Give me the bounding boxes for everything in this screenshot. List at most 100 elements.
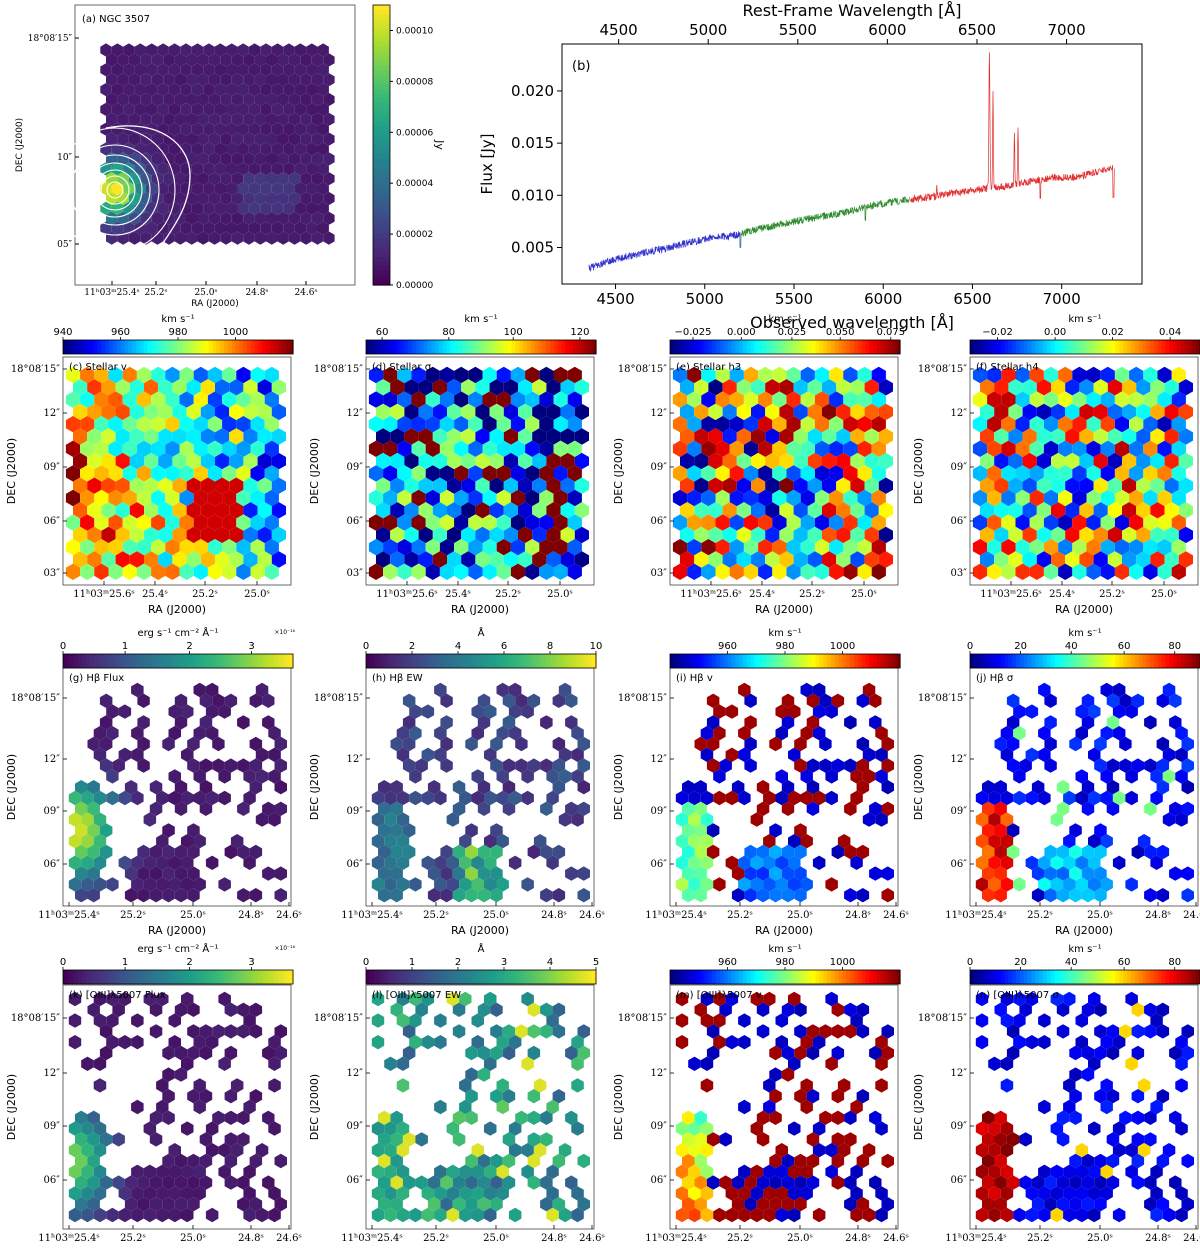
data-hexagon: [180, 43, 192, 57]
data-hexagon: [484, 1121, 497, 1136]
data-hexagon: [81, 877, 94, 892]
x-tick-label: 11ʰ03ᵐ25.4ˢ: [945, 1233, 1007, 1244]
data-hexagon: [454, 539, 469, 556]
colorbar-segment: [1150, 654, 1155, 668]
colorbar-segment: [993, 970, 998, 984]
data-hexagon: [878, 379, 893, 396]
data-hexagon: [525, 416, 540, 433]
data-hexagon: [1069, 1175, 1082, 1190]
data-hexagon: [163, 92, 175, 107]
data-hexagon: [179, 391, 194, 408]
data-hexagon: [781, 1067, 795, 1082]
data-hexagon: [250, 514, 265, 531]
data-hexagon: [243, 502, 258, 519]
colorbar-segment: [216, 654, 221, 668]
data-hexagon: [446, 991, 460, 1007]
data-hexagon: [1175, 747, 1188, 762]
data-hexagon: [94, 416, 109, 433]
colorbar-segment: [254, 340, 260, 354]
data-hexagon: [268, 747, 281, 762]
data-hexagon: [539, 391, 554, 408]
data-hexagon: [397, 391, 412, 408]
data-hexagon: [146, 162, 158, 176]
data-hexagon: [484, 1056, 497, 1071]
data-hexagon: [427, 888, 441, 903]
data-hexagon: [186, 132, 198, 146]
data-hexagon: [249, 844, 263, 860]
data-hexagon: [496, 563, 511, 580]
colorbar-segment: [1008, 970, 1013, 984]
data-hexagon: [1157, 366, 1172, 384]
colorbar-segment: [796, 654, 801, 668]
data-hexagon: [571, 726, 584, 741]
colorbar-segment: [89, 340, 95, 354]
data-hexagon: [1156, 844, 1170, 860]
data-hexagon: [231, 132, 244, 146]
colorbar-segment: [792, 970, 798, 984]
data-hexagon: [224, 1110, 238, 1125]
data-hexagon: [1171, 391, 1186, 408]
data-hexagon: [168, 1207, 181, 1223]
data-hexagon: [715, 514, 730, 531]
data-hexagon: [772, 366, 787, 384]
data-hexagon: [396, 1143, 410, 1158]
data-hexagon: [1143, 366, 1158, 384]
data-hexagon: [174, 172, 186, 186]
data-hexagon: [975, 1143, 989, 1158]
colorbar-segment: [63, 340, 68, 354]
data-hexagon: [220, 231, 232, 245]
data-hexagon: [864, 428, 879, 445]
data-hexagon: [850, 790, 863, 806]
data-hexagon: [1136, 551, 1151, 568]
data-hexagon: [432, 502, 447, 519]
data-hexagon: [68, 1143, 82, 1158]
data-hexagon: [489, 379, 504, 396]
data-hexagon: [1122, 502, 1137, 519]
x-tick-label: 25.0ˢ: [851, 589, 877, 600]
colorbar-label: erg s⁻¹ cm⁻² Å⁻¹: [137, 942, 218, 955]
data-hexagon: [758, 440, 773, 457]
data-hexagon: [786, 539, 801, 556]
colorbar-segment: [576, 970, 582, 984]
data-hexagon: [694, 1197, 707, 1212]
colorbar-segment: [708, 654, 713, 668]
colorbar-segment: [454, 970, 459, 984]
data-hexagon: [856, 888, 870, 903]
colorbar-frame: [969, 969, 1200, 985]
data-hexagon: [271, 162, 284, 176]
panel-title: (k) [OIII]λ5007 Flux: [69, 990, 166, 1001]
data-hexagon: [682, 823, 695, 838]
data-hexagon: [128, 152, 141, 166]
data-hexagon: [571, 812, 584, 827]
data-hexagon: [384, 1143, 397, 1158]
data-hexagon: [706, 715, 720, 730]
data-hexagon: [187, 1002, 200, 1017]
data-hexagon: [271, 221, 284, 235]
data-hexagon: [982, 1132, 995, 1147]
colorbar-segment: [670, 340, 675, 354]
data-hexagon: [1157, 465, 1172, 482]
data-hexagon: [231, 172, 244, 186]
y-tick-label: 12″: [951, 408, 968, 419]
data-hexagon: [384, 1207, 397, 1223]
data-hexagon: [1129, 489, 1144, 507]
data-hexagon: [439, 366, 455, 384]
colorbar-segment: [527, 970, 532, 984]
data-hexagon: [94, 465, 109, 482]
colorbar-segment: [1092, 970, 1098, 984]
colorbar-tick-label: 3: [248, 641, 254, 652]
data-hexagon: [688, 1186, 701, 1201]
data-hexagon: [187, 844, 200, 860]
data-hexagon: [687, 465, 702, 482]
data-hexagon: [831, 1002, 845, 1017]
data-hexagon: [1156, 888, 1170, 903]
data-hexagon: [101, 403, 116, 421]
data-hexagon: [822, 502, 837, 519]
data-hexagon: [75, 866, 88, 881]
colorbar-segment: [504, 654, 509, 668]
colorbar-segment: [557, 340, 563, 354]
data-hexagon: [1169, 715, 1182, 730]
data-hexagon: [459, 1186, 472, 1201]
y-tick-label: 09″: [347, 462, 364, 473]
